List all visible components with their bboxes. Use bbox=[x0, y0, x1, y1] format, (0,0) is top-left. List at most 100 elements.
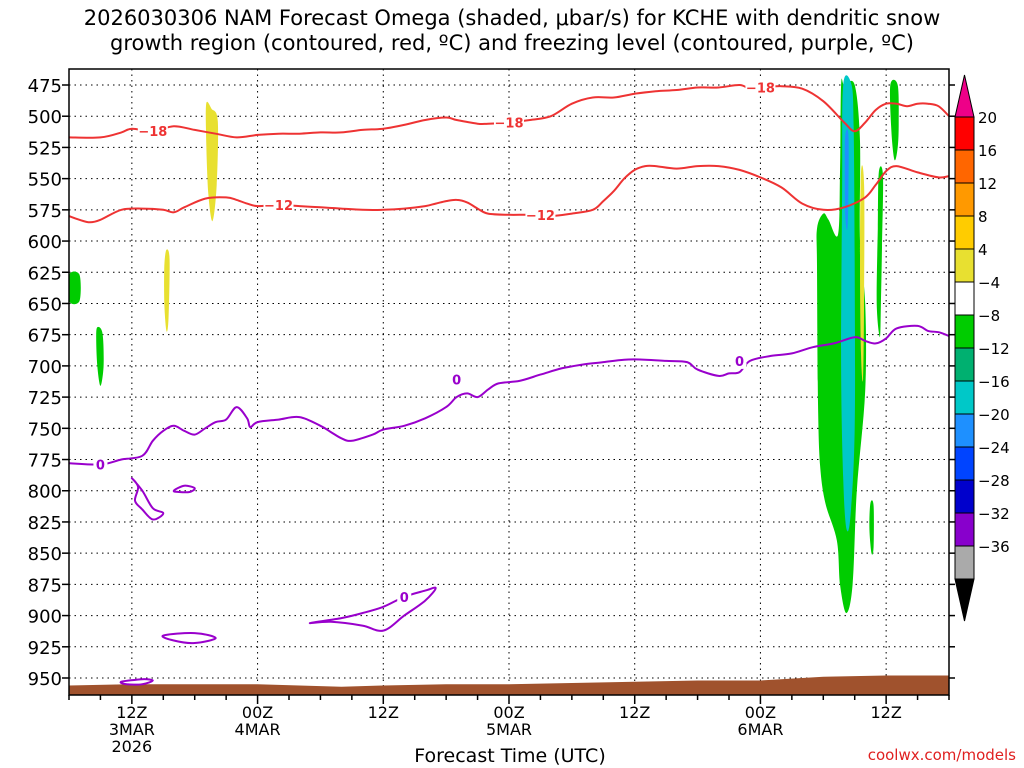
x-tick-label: 5MAR bbox=[486, 720, 532, 739]
y-tick-label: 850 bbox=[28, 544, 62, 565]
colorbar-label: −12 bbox=[978, 340, 1010, 358]
isotherm-0-closed-e bbox=[119, 678, 154, 686]
y-tick-label: 800 bbox=[28, 482, 62, 503]
colorbar-segment bbox=[954, 182, 975, 217]
colorbar-segment bbox=[954, 413, 975, 448]
x-tick-label: 00Z bbox=[242, 703, 273, 722]
y-tick-label: 575 bbox=[28, 201, 62, 222]
isotherm-0-closed-a bbox=[130, 477, 165, 521]
y-tick-label: 875 bbox=[28, 575, 62, 596]
colorbar-label: 4 bbox=[978, 241, 988, 259]
terrain bbox=[69, 675, 949, 695]
colorbar-segment bbox=[954, 215, 975, 250]
x-axis-label: Forecast Time (UTC) bbox=[414, 745, 606, 767]
omega-sink-yellow-b bbox=[164, 249, 170, 332]
colorbar-label: −36 bbox=[978, 538, 1010, 556]
y-tick-label: 650 bbox=[28, 294, 62, 315]
colorbar-min-cap bbox=[954, 578, 975, 622]
x-tick-label: 00Z bbox=[493, 703, 524, 722]
y-tick-label: 750 bbox=[28, 419, 62, 440]
omega-rise-green-early-b bbox=[96, 326, 104, 386]
colorbar-label: −16 bbox=[978, 373, 1010, 391]
colorbar-segment bbox=[954, 545, 975, 580]
isotherm-label-bg bbox=[137, 123, 168, 140]
contour-labels: −18 −18 −18 −12 −12 0 0 0 0 bbox=[93, 79, 776, 606]
credit-text: coolwx.com/models bbox=[867, 746, 1016, 764]
isotherm-label: −18 bbox=[138, 125, 167, 140]
x-tick-label: 12Z bbox=[116, 703, 147, 722]
colorbar-segment bbox=[954, 446, 975, 481]
isotherm-label-bg bbox=[93, 456, 108, 473]
omega-shading bbox=[69, 75, 899, 614]
colorbar: 20 16 12 8 4 −4 −8 −12 −16 −20 −24 −28 −32 −36 bbox=[954, 74, 1010, 622]
x-tick-label: 12Z bbox=[870, 703, 901, 722]
colorbar-label: −28 bbox=[978, 472, 1010, 490]
y-tick-label: 475 bbox=[28, 76, 62, 97]
colorbar-label: 12 bbox=[978, 175, 997, 193]
isotherm-0 bbox=[69, 324, 949, 466]
y-tick-label: 725 bbox=[28, 388, 62, 409]
omega-rise-blue-main bbox=[844, 129, 849, 230]
colorbar-segment bbox=[954, 347, 975, 382]
colorbar-segment bbox=[954, 380, 975, 415]
isotherm-label: 0 bbox=[452, 374, 461, 389]
grid bbox=[69, 69, 949, 695]
x-tick-label: 4MAR bbox=[235, 720, 281, 739]
x-tick-label: 6MAR bbox=[737, 720, 783, 739]
isotherm-label-bg bbox=[449, 371, 464, 388]
isotherm-label-bg bbox=[494, 114, 524, 131]
isotherm-contours bbox=[69, 83, 949, 686]
isotherm-0-closed-c bbox=[308, 586, 437, 632]
colorbar-segment bbox=[954, 479, 975, 514]
omega-rise-green-late-c bbox=[869, 500, 874, 555]
y-tick-label: 600 bbox=[28, 232, 62, 253]
y-tick-label: 775 bbox=[28, 451, 62, 472]
colorbar-label: 16 bbox=[978, 142, 997, 160]
isotherm-label: 0 bbox=[96, 459, 105, 474]
terrain-fill bbox=[69, 675, 949, 695]
isotherm-label: −18 bbox=[746, 81, 775, 96]
omega-rise-green-early-a bbox=[69, 271, 81, 305]
colorbar-label: −24 bbox=[978, 439, 1010, 457]
colorbar-label: 8 bbox=[978, 208, 988, 226]
colorbar-label: −8 bbox=[978, 307, 1000, 325]
isotherm-label: 0 bbox=[735, 355, 744, 370]
y-tick-label: 675 bbox=[28, 326, 62, 347]
colorbar-max-cap bbox=[954, 74, 975, 118]
isotherm--18 bbox=[69, 83, 949, 139]
y-tick-label: 825 bbox=[28, 513, 62, 534]
y-tick-label: 925 bbox=[28, 638, 62, 659]
x-tick-label: 12Z bbox=[619, 703, 650, 722]
colorbar-segment bbox=[954, 248, 975, 283]
isotherm-label-bg bbox=[397, 588, 412, 605]
colorbar-label: −20 bbox=[978, 406, 1010, 424]
y-tick-label: 550 bbox=[28, 170, 62, 191]
isotherm-label: −18 bbox=[495, 116, 524, 131]
y-tick-label: 900 bbox=[28, 607, 62, 628]
chart-title: 2026030306 NAM Forecast Omega (shaded, μ… bbox=[83, 6, 941, 55]
colorbar-segment bbox=[954, 512, 975, 547]
isotherm-0-closed-d bbox=[161, 632, 217, 645]
isotherm-label-bg bbox=[263, 196, 294, 213]
omega-sink-yellow-late bbox=[860, 165, 865, 382]
y-tick-label: 525 bbox=[28, 138, 62, 159]
colorbar-label: 20 bbox=[978, 109, 997, 127]
colorbar-segment bbox=[954, 116, 975, 151]
isotherm-label-bg bbox=[525, 206, 556, 223]
y-tick-label: 950 bbox=[28, 669, 62, 690]
x-tick-label: 2026 bbox=[111, 737, 152, 756]
omega-rise-green-late-a bbox=[889, 79, 899, 161]
isotherm-label-bg bbox=[745, 79, 776, 96]
isotherm-label: −12 bbox=[526, 209, 555, 224]
colorbar-segment bbox=[954, 281, 975, 316]
isotherm-label-bg bbox=[732, 352, 747, 369]
isotherm-label: −12 bbox=[264, 199, 293, 214]
x-tick-label: 3MAR bbox=[109, 720, 155, 739]
x-tick-label: 12Z bbox=[368, 703, 399, 722]
colorbar-segment bbox=[954, 314, 975, 349]
colorbar-segment bbox=[954, 149, 975, 184]
isotherm-label: 0 bbox=[400, 591, 409, 606]
y-tick-label: 700 bbox=[28, 357, 62, 378]
y-tick-label: 625 bbox=[28, 263, 62, 284]
